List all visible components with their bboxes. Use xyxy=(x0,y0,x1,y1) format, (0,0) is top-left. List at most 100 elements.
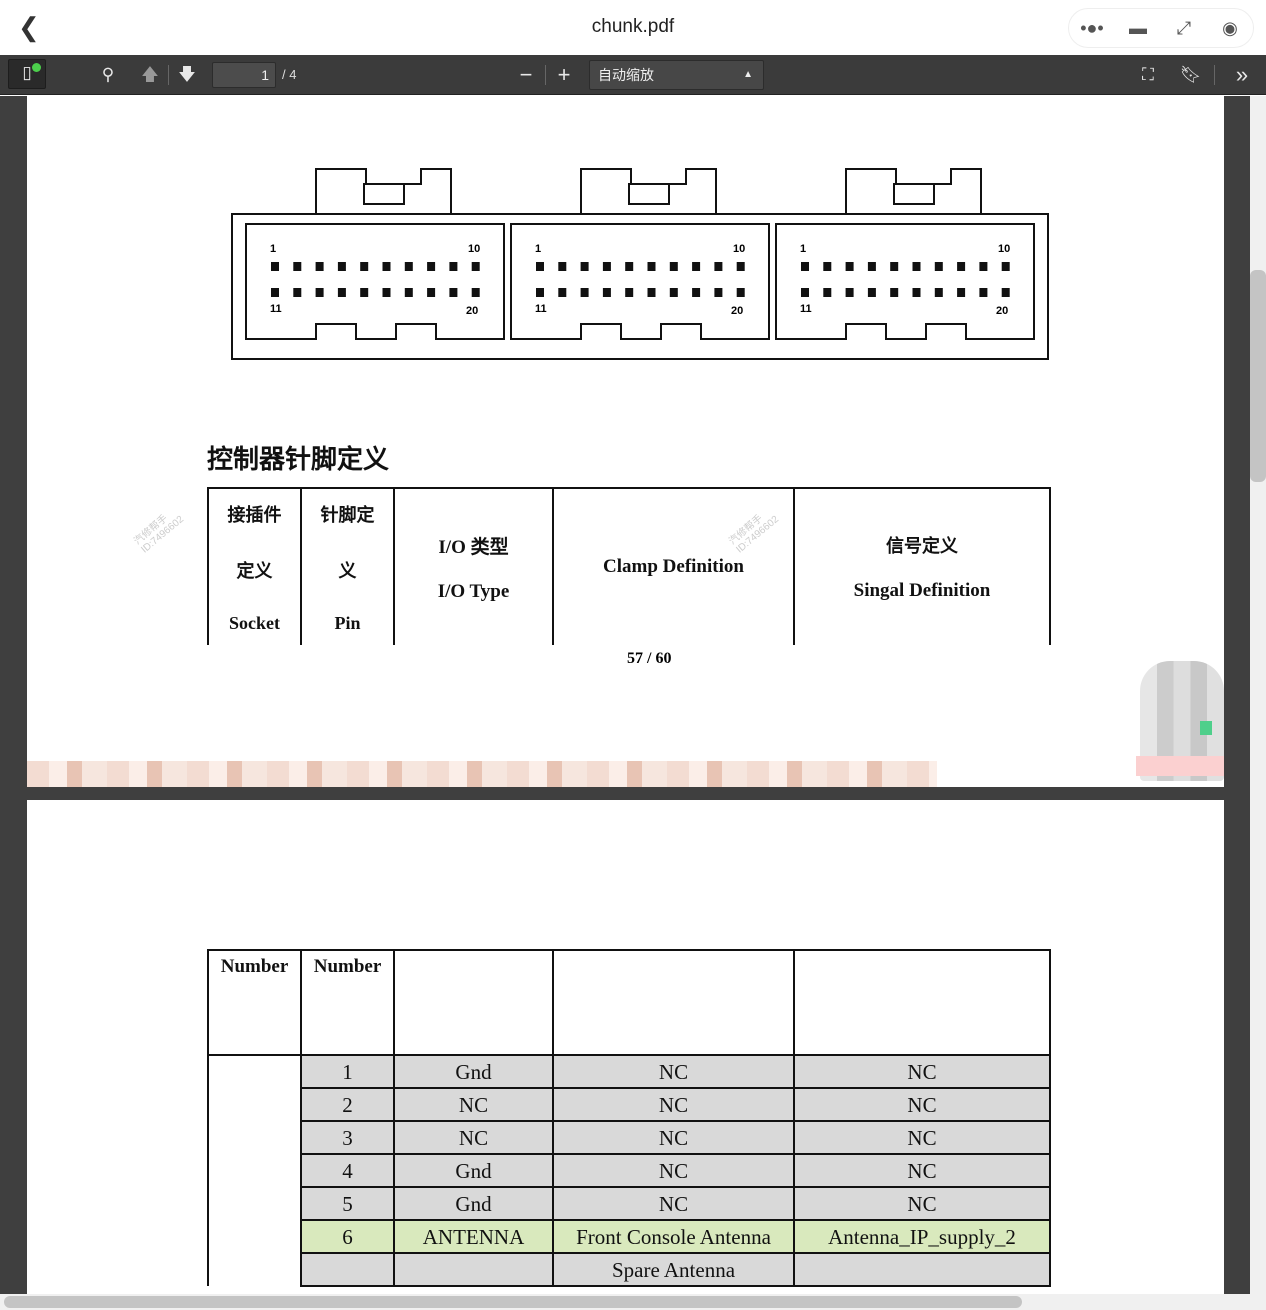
cell-pin: 1 xyxy=(300,1054,395,1089)
cell-io xyxy=(393,1252,554,1287)
connector-pin xyxy=(979,288,988,297)
connector-pin xyxy=(647,288,656,297)
connector-pin xyxy=(867,288,876,297)
pin-number-label: 10 xyxy=(468,243,480,255)
pin-number-label: 11 xyxy=(270,303,282,315)
pin-definition-table: Number Number 1 Gnd NC NC 2 NC NC NC 3 NC NC NC 4 Gnd… xyxy=(207,949,1051,1287)
header-signal: 信号定义 Singal Definition xyxy=(793,487,1051,645)
connector-pin xyxy=(558,262,567,271)
connector-pin xyxy=(625,288,634,297)
header-cell: Number xyxy=(207,949,302,1056)
pin-number-label: 1 xyxy=(535,243,541,255)
next-page-icon[interactable]: 🡇 xyxy=(178,65,196,84)
connector-pin xyxy=(692,262,701,271)
connector-pin xyxy=(404,288,413,297)
zoom-in-button[interactable]: + xyxy=(557,62,571,87)
record-icon[interactable]: ◉ xyxy=(1222,17,1238,38)
header-pin: 针脚定义 Pin xyxy=(300,487,395,645)
connector-pin xyxy=(890,288,899,297)
cell-clamp: NC xyxy=(552,1186,795,1221)
pin-number-label: 20 xyxy=(731,305,743,317)
cell-clamp: Front Console Antenna xyxy=(552,1219,795,1254)
connector-latch xyxy=(845,168,982,214)
connector-pin xyxy=(912,288,921,297)
connector-pin xyxy=(801,288,809,297)
connector-pin xyxy=(714,262,723,271)
header-cell xyxy=(393,949,554,1056)
header-cell xyxy=(552,949,795,1056)
cell-clamp: NC xyxy=(552,1153,795,1188)
connector-pin xyxy=(1001,288,1010,297)
cell-clamp: NC xyxy=(552,1054,795,1089)
connector-pin xyxy=(449,262,458,271)
pin-number-label: 10 xyxy=(733,243,745,255)
fullscreen-icon[interactable]: ⛶ xyxy=(1142,65,1154,84)
connector-pin xyxy=(293,262,302,271)
toolbar-separator xyxy=(545,65,546,85)
vertical-scrollbar-thumb[interactable] xyxy=(1250,270,1266,482)
cell-pin: 5 xyxy=(300,1186,395,1221)
connector-pin xyxy=(360,288,369,297)
connector-block xyxy=(775,223,1035,340)
restore-icon[interactable]: ⤢ xyxy=(1176,17,1192,38)
connector-pin xyxy=(845,262,854,271)
cell-pin: 2 xyxy=(300,1087,395,1122)
header-cell xyxy=(793,949,1051,1056)
table-row: 4 Gnd NC NC xyxy=(208,1153,1051,1188)
pin-number-label: 11 xyxy=(800,303,812,315)
connector-pin xyxy=(558,288,567,297)
connector-pin xyxy=(580,288,589,297)
connector-pin xyxy=(736,262,745,271)
connector-block xyxy=(245,223,505,340)
connector-pin xyxy=(647,262,656,271)
toolbar-separator xyxy=(168,65,169,85)
connector-pin xyxy=(382,288,391,297)
table-row: 3 NC NC NC xyxy=(208,1120,1051,1155)
previous-page-icon[interactable]: 🡅 xyxy=(141,65,159,84)
cell-io: NC xyxy=(393,1120,554,1155)
cell-io: Gnd xyxy=(393,1153,554,1188)
table-row: Spare Antenna xyxy=(208,1252,1051,1287)
table-row: 2 NC NC NC xyxy=(208,1087,1051,1122)
page-number-input[interactable]: 1 xyxy=(212,62,276,88)
pin-number-label: 20 xyxy=(466,305,478,317)
cell-signal: NC xyxy=(793,1120,1051,1155)
chevron-left-icon[interactable]: ❮ xyxy=(18,12,40,42)
cell-pin: 6 xyxy=(300,1219,395,1254)
horizontal-scrollbar-thumb[interactable] xyxy=(4,1296,1022,1308)
title-bar: ❮ chunk.pdf •●• ▬ ⤢ ◉ xyxy=(0,0,1266,55)
pdf-page-2: Number Number 1 Gnd NC NC 2 NC NC NC 3 NC NC NC 4 Gnd… xyxy=(27,800,1224,1294)
connector-pin xyxy=(471,288,480,297)
connector-pin xyxy=(736,288,745,297)
zoom-out-button[interactable]: − xyxy=(519,62,533,87)
pin-definition-header-table: 接插件 定义 Socket 针脚定义 Pin I/O 类型 I/O Type Clamp… xyxy=(207,487,1051,645)
connector-pin xyxy=(1001,262,1010,271)
cell-pin: 4 xyxy=(300,1153,395,1188)
connector-diagram: 1 10 11 20 1 10 11 20 1 10 11 20 xyxy=(231,168,1049,360)
connector-pin xyxy=(890,262,899,271)
page-number-label: 57 / 60 xyxy=(627,650,672,667)
connector-pin xyxy=(536,288,544,297)
search-icon[interactable]: ⚲ xyxy=(101,65,115,84)
more-icon[interactable]: •●• xyxy=(1080,17,1104,38)
cell-io: Gnd xyxy=(393,1054,554,1089)
more-tools-icon[interactable]: » xyxy=(1235,62,1249,87)
connector-pin xyxy=(271,288,279,297)
sidebar-toggle-button[interactable]: ▯ xyxy=(8,59,46,89)
header-io-type: I/O 类型 I/O Type xyxy=(393,487,554,645)
connector-latch xyxy=(580,168,717,214)
cell-pin xyxy=(300,1252,395,1287)
connector-pin xyxy=(580,262,589,271)
bookmark-icon[interactable]: 🔖︎ xyxy=(1180,65,1202,84)
connector-pin xyxy=(360,262,369,271)
connector-pin xyxy=(337,262,346,271)
connector-latch xyxy=(315,168,452,214)
cell-io: NC xyxy=(393,1087,554,1122)
zoom-select[interactable]: 自动缩放 ▲ xyxy=(589,60,764,90)
connector-pin xyxy=(471,262,480,271)
connector-pin xyxy=(337,288,346,297)
blurred-text xyxy=(27,761,937,787)
cell-signal: NC xyxy=(793,1054,1051,1089)
cell-pin: 3 xyxy=(300,1120,395,1155)
minimize-icon[interactable]: ▬ xyxy=(1129,17,1147,38)
